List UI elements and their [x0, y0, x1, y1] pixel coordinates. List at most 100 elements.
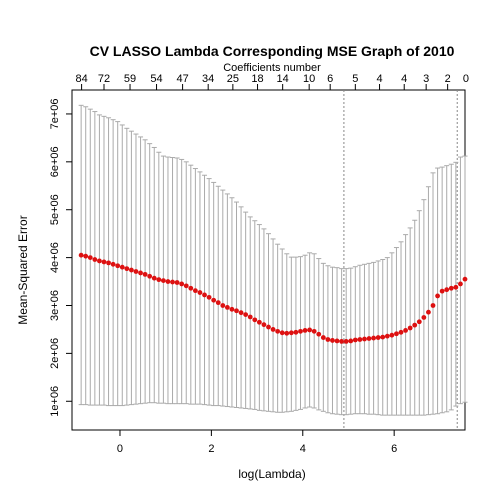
mse-point	[412, 322, 418, 328]
mse-point	[325, 337, 331, 342]
top-tick-label: 0	[463, 73, 469, 85]
mse-point	[403, 327, 408, 333]
mse-point	[138, 270, 143, 276]
top-tick-label: 4	[376, 73, 382, 85]
mse-point	[97, 258, 102, 264]
mse-point	[307, 327, 313, 333]
mse-point	[366, 336, 372, 341]
mse-point	[320, 335, 326, 340]
mse-point	[147, 273, 153, 279]
x-tick-label: 4	[300, 443, 306, 455]
mse-point	[293, 329, 299, 335]
top-tick-label: 47	[176, 73, 188, 85]
top-tick-label: 59	[124, 73, 136, 85]
mse-point	[371, 335, 377, 341]
y-tick-label: 5e+06	[49, 194, 61, 225]
mse-point	[398, 329, 404, 335]
mse-point	[448, 285, 454, 291]
y-tick-label: 4e+06	[49, 242, 61, 273]
mse-point	[348, 338, 354, 344]
mse-point	[170, 279, 175, 285]
mse-point	[462, 276, 468, 282]
mse-point	[106, 260, 111, 266]
y-tick-label: 1e+06	[49, 386, 61, 417]
mse-point	[188, 285, 194, 291]
mse-point	[247, 314, 253, 320]
top-tick-label: 25	[227, 73, 239, 85]
mse-point	[197, 290, 203, 295]
mse-point	[229, 306, 235, 312]
top-tick-label: 6	[327, 73, 333, 85]
top-tick-label: 2	[445, 73, 451, 85]
mse-point	[270, 327, 276, 332]
mse-point	[238, 310, 244, 316]
mse-point	[87, 255, 93, 261]
mse-point	[266, 324, 271, 330]
top-tick-label: 3	[423, 73, 429, 85]
top-axis-label: Coefficients number	[223, 62, 321, 74]
mse-point	[375, 335, 381, 340]
y-tick-label: 2e+06	[49, 338, 61, 369]
mse-point	[179, 281, 185, 287]
x-axis-label: log(Lambda)	[238, 467, 305, 481]
mse-point	[83, 253, 89, 259]
mse-point	[211, 297, 217, 303]
mse-point	[439, 288, 445, 294]
mse-point	[389, 332, 395, 338]
mse-point	[357, 337, 363, 342]
mse-point	[430, 303, 436, 308]
mse-point	[380, 334, 386, 340]
mse-point	[115, 263, 121, 269]
mse-point	[407, 325, 413, 331]
mse-point	[78, 252, 84, 258]
mse-point	[156, 277, 162, 283]
mse-point	[224, 305, 230, 310]
mse-point	[183, 283, 189, 289]
mse-point	[279, 330, 285, 336]
mse-point	[133, 269, 139, 274]
mse-point	[362, 336, 367, 342]
mse-point	[160, 278, 166, 283]
mse-point	[334, 338, 340, 344]
mse-point	[243, 312, 249, 317]
mse-point	[284, 330, 290, 336]
x-tick-label: 0	[117, 443, 123, 455]
y-tick-label: 7e+06	[49, 98, 61, 129]
mse-point	[330, 338, 335, 343]
mse-point	[261, 322, 267, 328]
mse-point	[220, 303, 226, 308]
y-tick-label: 3e+06	[49, 290, 61, 321]
mse-point	[302, 327, 308, 333]
mse-point	[119, 264, 125, 270]
mse-point	[101, 259, 107, 265]
mse-point	[435, 293, 440, 299]
mse-point	[174, 280, 180, 285]
mse-point	[453, 284, 459, 290]
mse-point	[298, 328, 303, 334]
top-tick-label: 84	[75, 73, 87, 85]
mse-point	[343, 339, 349, 344]
mse-point	[421, 315, 427, 320]
mse-point	[288, 330, 294, 336]
mse-point	[206, 294, 212, 300]
top-tick-label: 14	[277, 73, 289, 85]
mse-point	[416, 319, 422, 325]
mse-point	[165, 279, 171, 284]
mse-point	[311, 328, 317, 334]
mse-point	[426, 309, 431, 315]
mse-point	[151, 275, 157, 281]
mse-point	[339, 339, 345, 344]
top-tick-label: 4	[401, 73, 407, 85]
chart-title: CV LASSO Lambda Corresponding MSE Graph …	[90, 43, 455, 59]
mse-point	[384, 333, 390, 339]
top-tick-label: 34	[202, 73, 214, 85]
mse-point	[142, 271, 148, 277]
mse-point	[192, 288, 198, 294]
plot-layer: 0 2 4 61e+062e+063e+064e+065e+066e+067e+068…	[49, 73, 469, 455]
mse-point	[394, 331, 399, 337]
y-axis-label: Mean-Squared Error	[16, 215, 30, 324]
x-tick-label: 2	[208, 443, 214, 455]
x-tick-label: 6	[391, 443, 397, 455]
mse-point	[444, 287, 450, 293]
mse-point	[252, 317, 258, 323]
